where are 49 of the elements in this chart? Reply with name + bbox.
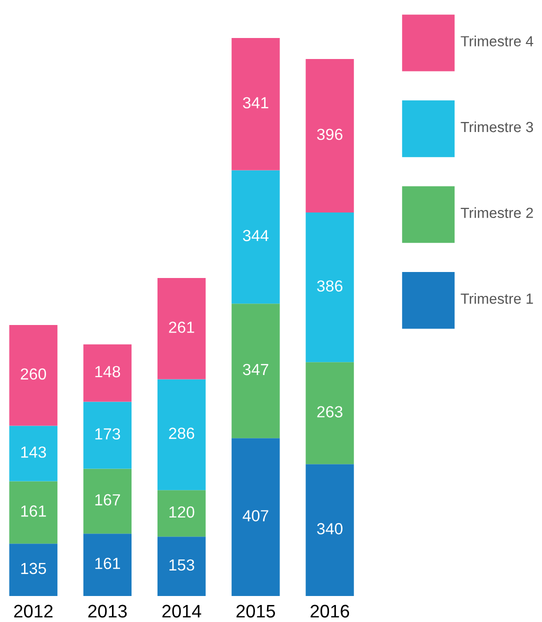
text: Trimestre 3 — [460, 121, 533, 132]
data-label: 407 — [242, 510, 268, 522]
x-tick-label: 2013 — [88, 604, 127, 618]
data-label: 260 — [20, 368, 46, 380]
data-label: 161 — [21, 505, 46, 517]
data-label: 167 — [95, 494, 120, 506]
bar — [83, 402, 132, 469]
data-label: 161 — [95, 558, 120, 570]
bar — [232, 304, 280, 438]
bar — [83, 534, 132, 596]
bar — [9, 426, 58, 482]
bar — [83, 344, 132, 402]
data-label: 135 — [21, 562, 46, 574]
x-tick-label: 2012 — [14, 604, 53, 618]
data-label: 263 — [317, 406, 342, 418]
bar — [9, 324, 58, 426]
bar — [83, 468, 132, 534]
data-label: 347 — [242, 364, 268, 376]
data-label: 340 — [317, 523, 342, 534]
x-tick-label: 2015 — [236, 604, 276, 618]
bar — [232, 170, 280, 304]
data-label: 153 — [169, 559, 194, 571]
bar — [157, 278, 206, 380]
data-label: 261 — [169, 322, 194, 333]
bar — [232, 438, 280, 596]
bar — [306, 212, 354, 362]
data-label: 386 — [317, 280, 342, 292]
data-label: 120 — [169, 506, 194, 518]
bar — [306, 362, 354, 464]
bar — [157, 379, 206, 490]
x-tick-label: 2014 — [162, 604, 202, 618]
data-label: 148 — [95, 366, 120, 378]
bar — [306, 464, 354, 596]
bar — [232, 38, 280, 170]
data-label: 143 — [21, 446, 46, 458]
data-label: 341 — [242, 97, 268, 108]
text: Trimestre 2 — [460, 207, 533, 218]
bar — [157, 490, 206, 537]
data-label: 286 — [169, 428, 194, 439]
text: Trimestre 4 — [460, 36, 534, 46]
bar — [306, 58, 354, 212]
data-label: 344 — [242, 230, 269, 242]
data-label: 173 — [95, 428, 120, 440]
data-label: 396 — [317, 128, 342, 140]
text: Trimestre 1 — [460, 293, 533, 304]
bar — [9, 544, 58, 596]
x-tick-label: 2016 — [310, 604, 350, 618]
bar — [9, 481, 58, 544]
bar — [157, 536, 206, 596]
